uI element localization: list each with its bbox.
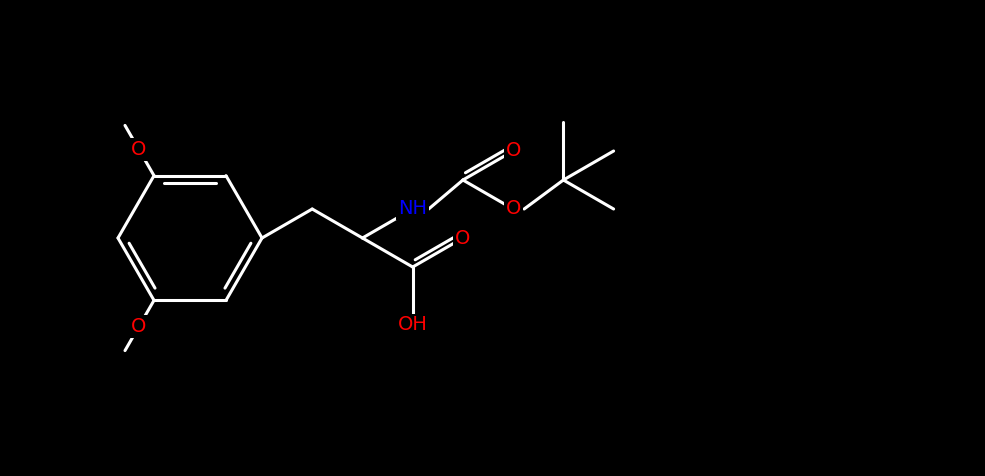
Text: O: O [131,317,147,336]
Text: NH: NH [398,199,427,218]
Text: O: O [505,199,521,218]
Text: O: O [455,228,471,248]
Text: O: O [505,141,521,160]
Text: O: O [131,140,147,159]
Text: OH: OH [398,316,427,335]
